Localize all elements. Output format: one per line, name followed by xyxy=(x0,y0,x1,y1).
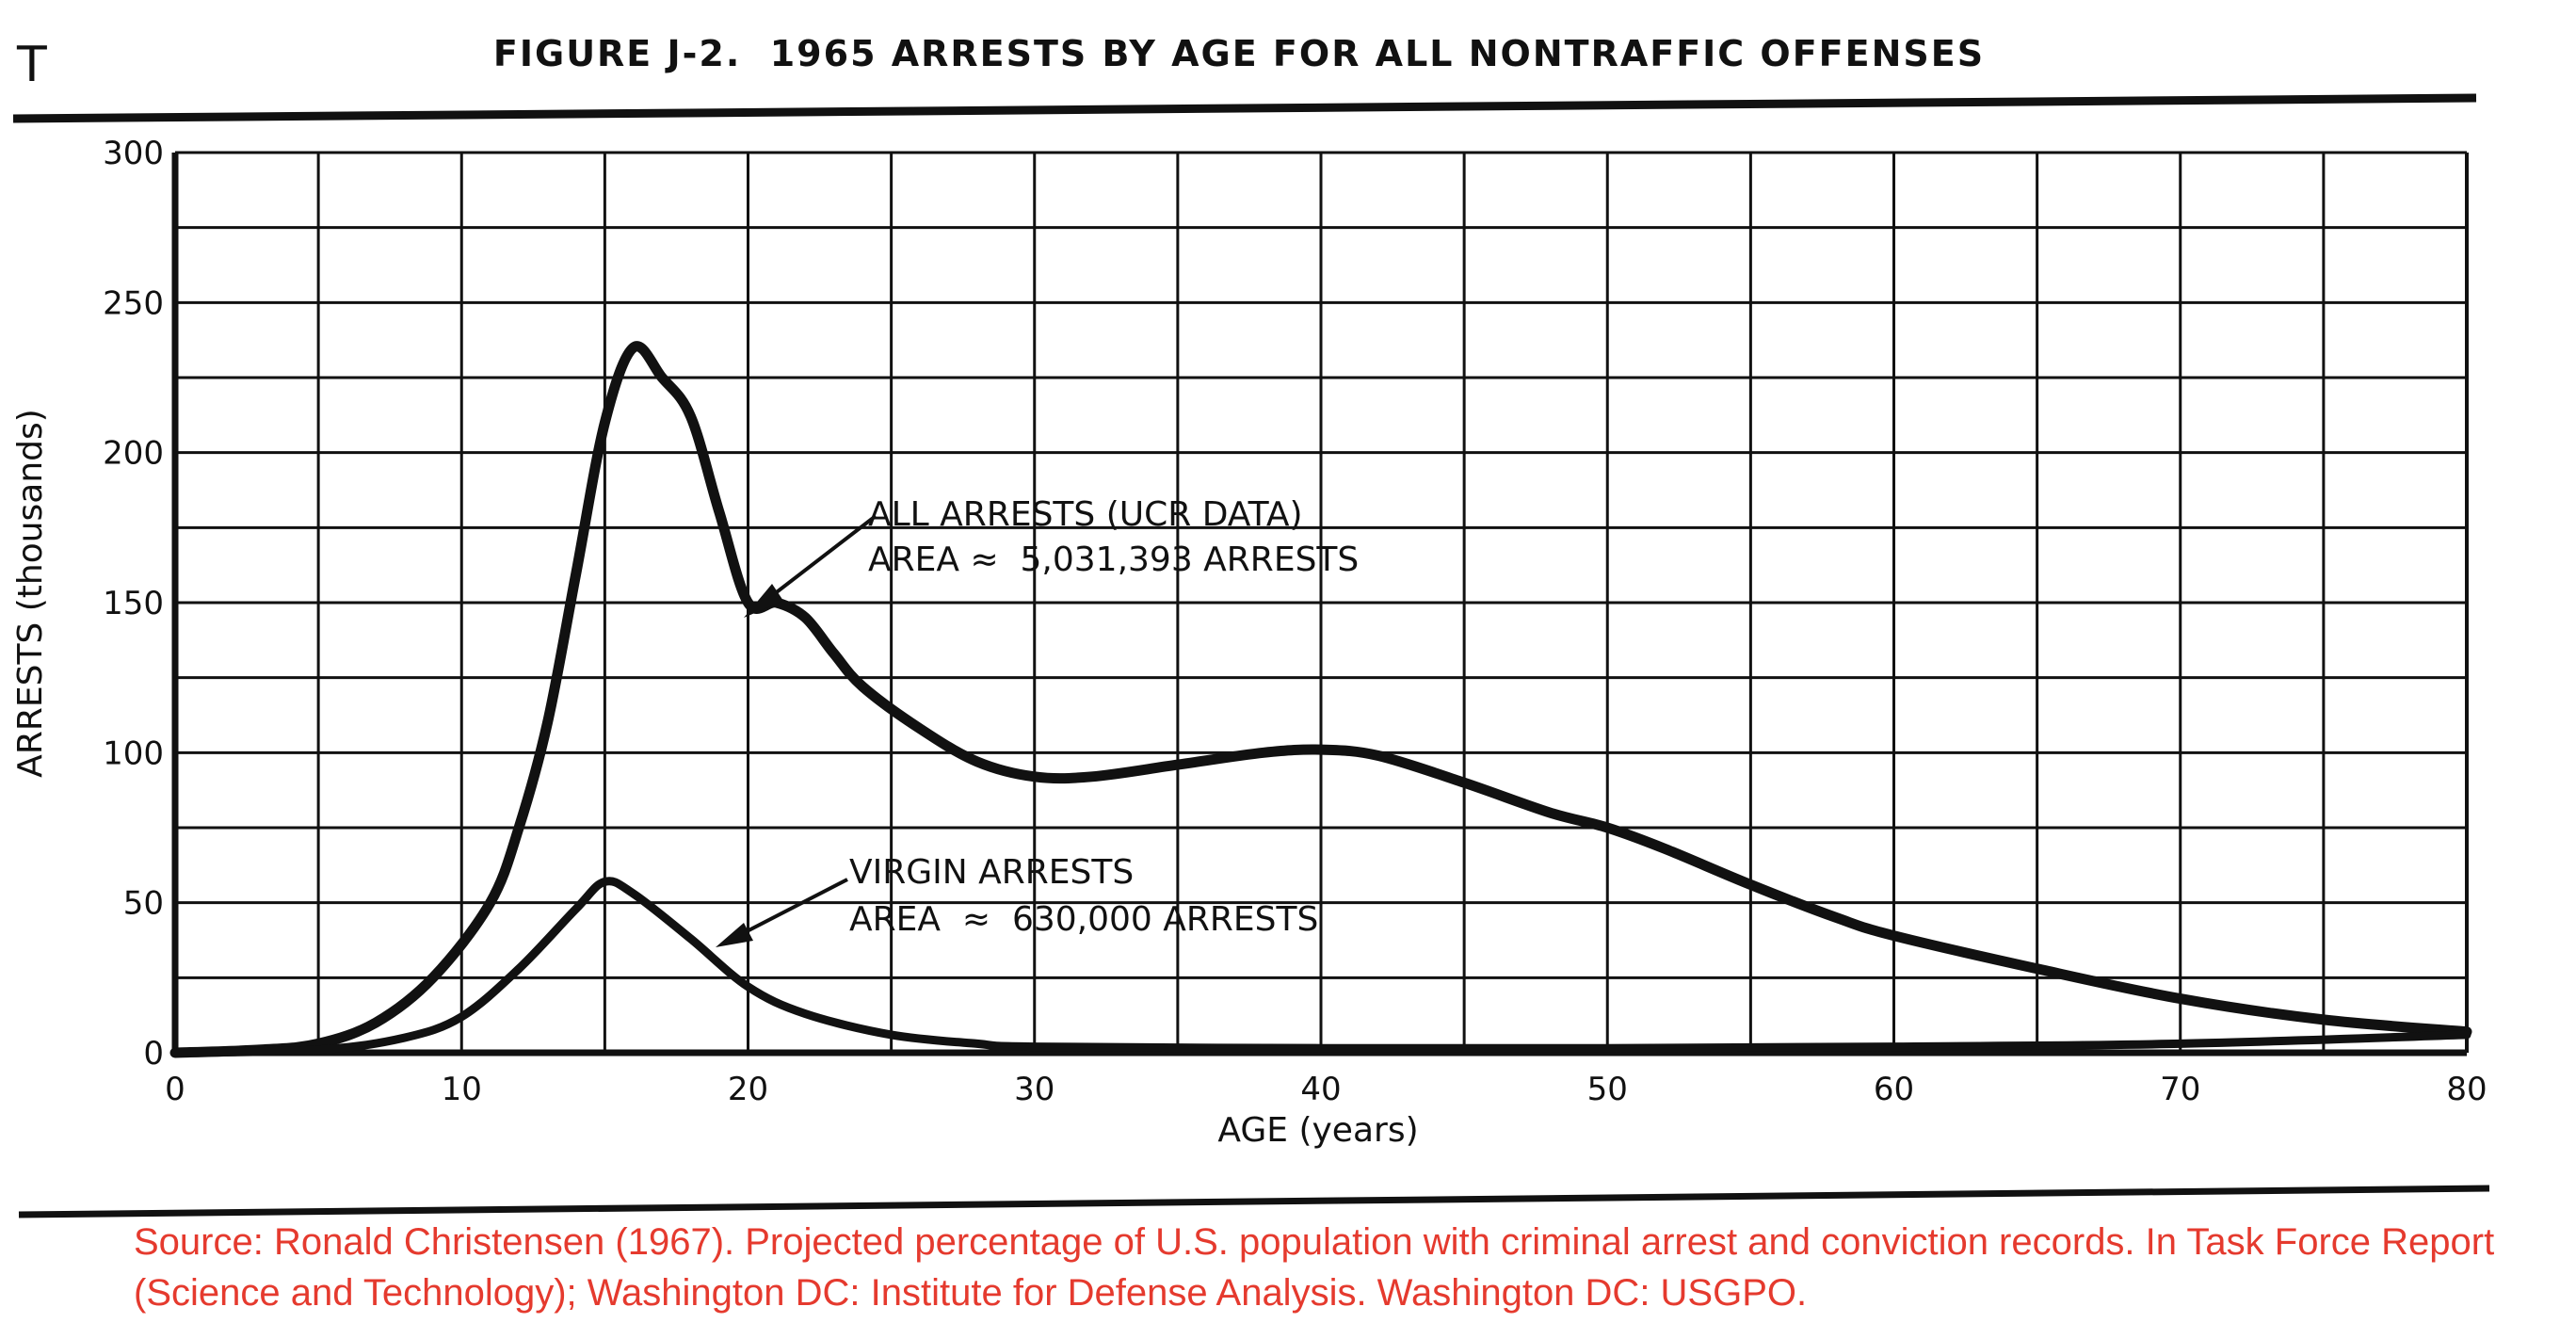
annotation-virgin-arrowhead xyxy=(716,923,753,947)
series-all-arrests-line xyxy=(169,341,2472,1058)
x-tick-label: 30 xyxy=(1014,1071,1055,1108)
y-tick-label: 150 xyxy=(103,585,164,622)
y-tick-label: 100 xyxy=(103,734,164,772)
bottom-rule xyxy=(18,1185,2490,1218)
x-tick-label: 20 xyxy=(728,1071,768,1108)
corner-mark: T xyxy=(16,37,47,93)
data-series xyxy=(169,341,2472,1058)
x-tick-labels: 0 10 20 30 40 50 60 70 80 xyxy=(165,1071,2487,1108)
annotation-virgin-line2: AREA ≈ 630,000 ARRESTS xyxy=(849,900,1318,939)
annotation-all-arrests-line2: AREA ≈ 5,031,393 ARRESTS xyxy=(868,540,1359,579)
y-tick-labels: 0 50 100 150 200 250 300 xyxy=(103,135,164,1073)
y-tick-label: 200 xyxy=(103,435,164,473)
x-tick-label: 60 xyxy=(1874,1071,1914,1108)
annotation-all-arrests-line1: ALL ARRESTS (UCR DATA) xyxy=(868,495,1303,534)
y-tick-label: 0 xyxy=(143,1035,164,1073)
source-citation: Source: Ronald Christensen (1967). Proje… xyxy=(134,1221,2495,1314)
y-tick-label: 250 xyxy=(103,284,164,322)
x-tick-label: 80 xyxy=(2446,1071,2487,1108)
x-axis-label: AGE (years) xyxy=(1217,1111,1418,1150)
chart-title: FIGURE J-2. 1965 ARRESTS BY AGE FOR ALL … xyxy=(493,33,1985,74)
y-axis-label: ARRESTS (thousands) xyxy=(11,409,50,778)
series-virgin-arrests-line xyxy=(170,877,2471,1057)
x-tick-label: 0 xyxy=(165,1071,185,1108)
x-tick-label: 10 xyxy=(442,1071,482,1108)
y-tick-label: 300 xyxy=(103,135,164,172)
annotation-virgin-line1: VIRGIN ARRESTS xyxy=(849,853,1134,892)
y-tick-label: 50 xyxy=(123,885,164,923)
plot-axes xyxy=(171,153,2469,1057)
annotation-all-arrests-arrowhead xyxy=(744,584,783,618)
x-tick-label: 70 xyxy=(2160,1071,2200,1108)
x-tick-label: 50 xyxy=(1587,1071,1628,1108)
title-rule xyxy=(12,93,2477,123)
plot-grid xyxy=(175,151,2467,1053)
x-tick-label: 40 xyxy=(1300,1071,1341,1108)
